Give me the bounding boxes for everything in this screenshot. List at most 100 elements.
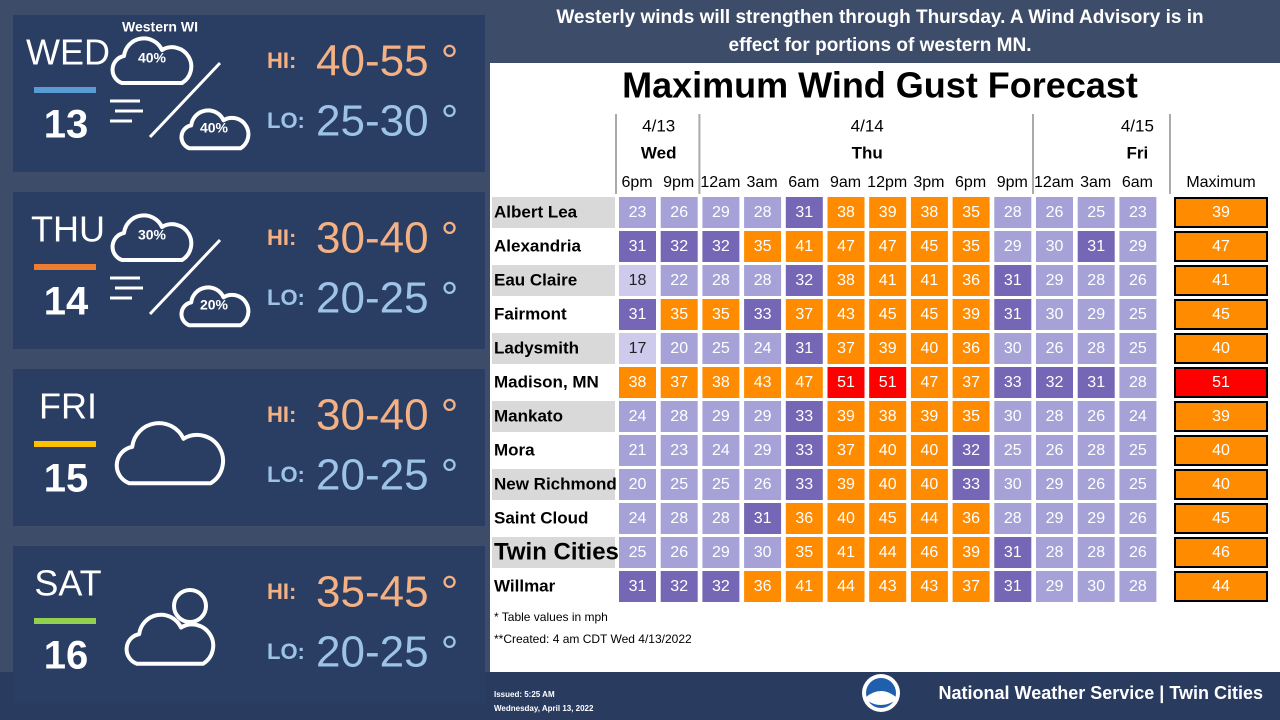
gust-value: 31: [1004, 306, 1022, 323]
gust-value: 43: [837, 306, 855, 323]
row-label: Eau Claire: [494, 270, 577, 289]
gust-cell: [1077, 469, 1115, 500]
note: **Created: 4 am CDT Wed 4/13/2022: [494, 632, 692, 646]
gust-value: 17: [629, 340, 647, 357]
gust-value: 29: [712, 204, 730, 221]
gust-cell: [952, 333, 990, 364]
weather-icon-cloud: [110, 36, 194, 85]
max-cell: [1174, 367, 1268, 398]
gust-cell: [1119, 333, 1157, 364]
gust-cell: [1119, 231, 1157, 262]
gust-value: 47: [837, 238, 855, 255]
gust-cell: [910, 299, 948, 330]
gust-cell: [619, 401, 656, 432]
gust-value: 24: [629, 408, 647, 425]
gust-cell: [827, 265, 865, 296]
gust-value: 41: [921, 272, 939, 289]
max-cell: [1174, 197, 1268, 228]
gust-value: 41: [837, 544, 855, 561]
lo-value: 20-25 °: [316, 628, 458, 677]
gust-value: 36: [962, 340, 980, 357]
row-label: Madison, MN: [494, 372, 599, 391]
gust-cell: [910, 435, 948, 466]
gust-cell: [1036, 231, 1073, 262]
gust-cell: [702, 469, 740, 500]
gust-value: 36: [754, 578, 772, 595]
gust-cell: [869, 367, 907, 398]
gust-cell: [660, 469, 698, 500]
gust-value: 29: [1046, 510, 1064, 527]
row-label-bg: [492, 333, 615, 364]
gust-value: 46: [921, 544, 939, 561]
gust-value: 22: [670, 272, 688, 289]
precip-prob: 40%: [138, 50, 167, 66]
gust-cell: [910, 469, 948, 500]
gust-value: 26: [1046, 340, 1064, 357]
gust-value: 28: [1087, 544, 1105, 561]
gust-value: 35: [712, 306, 730, 323]
gust-cell: [869, 299, 907, 330]
gust-value: 31: [1087, 374, 1105, 391]
row-label: Fairmont: [494, 304, 567, 323]
gust-value: 38: [629, 374, 647, 391]
gust-value: 47: [795, 374, 813, 391]
day-panel: [13, 15, 485, 172]
gust-cell: [994, 265, 1032, 296]
gust-value: 32: [712, 238, 730, 255]
weather-icon-divider: [148, 238, 222, 316]
gust-cell: [744, 503, 782, 534]
gust-cell: [660, 571, 698, 602]
gust-cell: [994, 571, 1032, 602]
gust-value: 26: [670, 204, 688, 221]
gust-value: 45: [879, 510, 897, 527]
gust-cell: [1119, 503, 1157, 534]
time-label: 9pm: [663, 174, 694, 191]
gust-cell: [785, 333, 823, 364]
precip-prob: 30%: [138, 227, 167, 243]
gust-cell: [785, 197, 823, 228]
hi-value: 30-40 °: [316, 391, 458, 440]
gust-value: 40: [879, 442, 897, 459]
time-label: 6pm: [955, 174, 986, 191]
gust-value: 25: [670, 476, 688, 493]
weather-icon-wind: [110, 276, 143, 300]
gust-value: 35: [754, 238, 772, 255]
gust-cell: [1077, 571, 1115, 602]
gust-cell: [994, 299, 1032, 330]
gust-value: 43: [754, 374, 772, 391]
day-name: THU: [31, 209, 105, 250]
max-value: 46: [1212, 544, 1230, 561]
gust-cell: [660, 333, 698, 364]
day-name: FRI: [39, 386, 97, 427]
gust-value: 41: [795, 578, 813, 595]
gust-cell: [910, 401, 948, 432]
gust-value: 32: [1046, 374, 1064, 391]
gust-cell: [827, 537, 865, 568]
gust-value: 28: [1087, 340, 1105, 357]
gust-value: 31: [754, 510, 772, 527]
gust-value: 29: [1046, 578, 1064, 595]
gust-cell: [1036, 503, 1073, 534]
gust-cell: [702, 401, 740, 432]
gust-value: 37: [962, 374, 980, 391]
max-value: 51: [1212, 374, 1230, 391]
table-title: Maximum Wind Gust Forecast: [622, 65, 1138, 106]
headline: effect for portions of western MN.: [729, 35, 1032, 56]
gust-value: 45: [879, 306, 897, 323]
gust-cell: [1119, 571, 1157, 602]
gust-value: 26: [1129, 544, 1147, 561]
max-value: 40: [1212, 442, 1230, 459]
gust-value: 51: [837, 374, 855, 391]
day-bar: [34, 618, 96, 624]
gust-value: 24: [712, 442, 730, 459]
time-label: 12pm: [867, 174, 907, 191]
gust-cell: [744, 231, 782, 262]
gust-value: 24: [754, 340, 772, 357]
gust-value: 44: [921, 510, 939, 527]
gust-value: 25: [1004, 442, 1022, 459]
gust-cell: [619, 197, 656, 228]
gust-value: 40: [921, 442, 939, 459]
gust-value: 25: [712, 340, 730, 357]
gust-cell: [952, 571, 990, 602]
gust-value: 29: [1004, 238, 1022, 255]
